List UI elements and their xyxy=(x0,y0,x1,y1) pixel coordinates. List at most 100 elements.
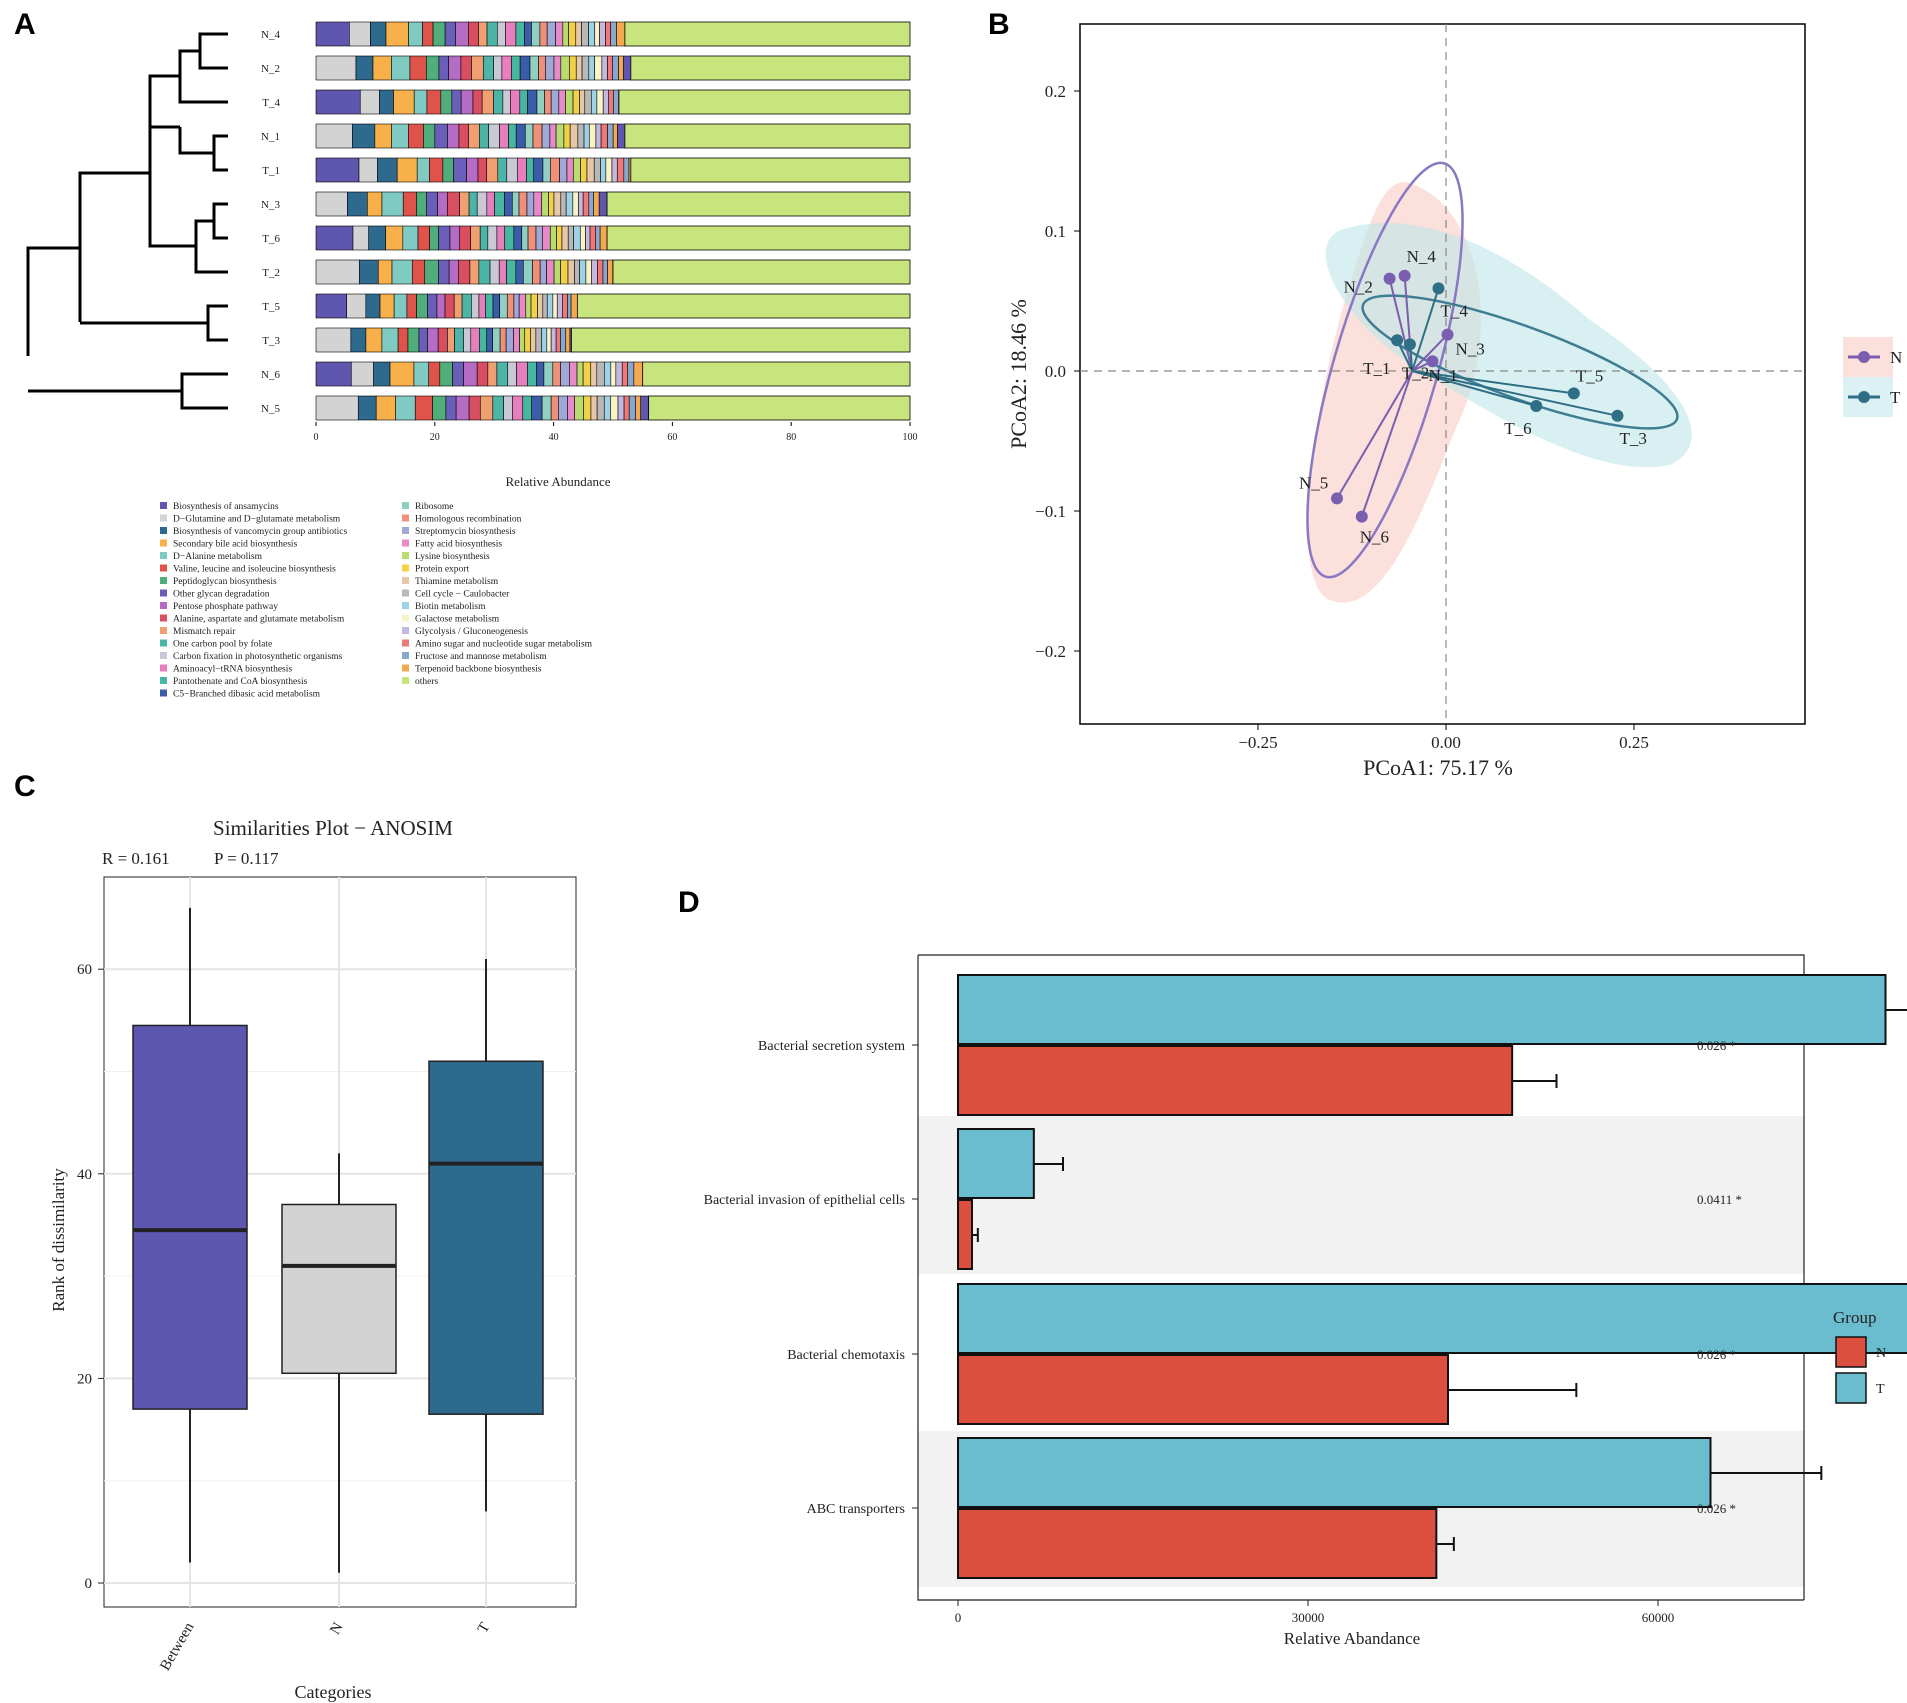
stacked-segment xyxy=(453,293,463,319)
stacked-segment xyxy=(513,327,520,353)
legend-swatch xyxy=(160,539,167,547)
point-label: T_1 xyxy=(1363,359,1390,378)
category-label: ABC transporters xyxy=(807,1502,905,1517)
legend-label: others xyxy=(415,677,439,687)
stacked-segment xyxy=(633,361,644,387)
stacked-segment xyxy=(436,293,446,319)
stacked-segment-others xyxy=(606,225,911,251)
stacked-segment xyxy=(585,225,591,251)
legend-label: N xyxy=(1876,1346,1886,1361)
stacked-segment xyxy=(567,225,574,251)
stacked-segment xyxy=(513,225,523,251)
stacked-segment xyxy=(413,89,428,115)
stacked-segment xyxy=(603,395,611,421)
stacked-segment xyxy=(568,21,577,47)
stacked-segment xyxy=(569,123,579,149)
stacked-segment xyxy=(487,361,498,387)
stacked-segment xyxy=(526,157,535,183)
stacked-segment xyxy=(596,361,605,387)
stacked-segment xyxy=(594,21,600,47)
stacked-segment xyxy=(594,55,603,81)
legend-label: Carbon fixation in photosynthetic organi… xyxy=(173,651,343,662)
legend-swatch xyxy=(402,589,409,597)
point xyxy=(1383,272,1396,285)
stacked-segment xyxy=(607,123,614,149)
legend-swatch xyxy=(1835,1336,1867,1368)
point xyxy=(1426,355,1439,368)
legend-label: Ribosome xyxy=(415,502,454,512)
stacked-segment xyxy=(558,89,566,115)
stacked-segment xyxy=(572,191,579,217)
stacked-segment xyxy=(530,327,537,353)
stacked-segment xyxy=(541,327,548,353)
bar-N xyxy=(957,1045,1514,1116)
panel-d-label: D xyxy=(678,886,700,919)
stacked-segment xyxy=(381,191,404,217)
legend-label: Streptomycin biosynthesis xyxy=(415,527,516,537)
stacked-segment xyxy=(458,259,471,285)
legend-label: C5−Branched dibasic acid metabolism xyxy=(173,690,321,700)
stacked-segment xyxy=(588,55,595,81)
stacked-segment xyxy=(608,89,614,115)
legend-swatch xyxy=(160,514,167,522)
stacked-segment xyxy=(437,327,448,353)
stacked-segment xyxy=(449,225,461,251)
stacked-segment xyxy=(567,259,575,285)
stacked-segment xyxy=(506,259,517,285)
p-value-label: 0.026 * xyxy=(1697,1038,1736,1053)
stacked-segment xyxy=(416,191,427,217)
stacked-segment xyxy=(550,395,559,421)
x-axis-title: Relative Abundance xyxy=(505,474,610,489)
x-tick-label: T xyxy=(475,1620,493,1636)
legend-label: Pentose phosphate pathway xyxy=(173,602,278,612)
legend-label: Biosynthesis of vancomycin group antibio… xyxy=(173,526,347,537)
stacked-segment xyxy=(603,361,612,387)
stacked-segment xyxy=(429,225,439,251)
legend: Biosynthesis of ansamycins D−Glutamine an… xyxy=(160,501,593,700)
stacked-segment xyxy=(422,21,434,47)
stacked-segment xyxy=(426,89,442,115)
stacked-segment xyxy=(444,293,455,319)
stacked-segment xyxy=(576,361,584,387)
legend-swatch xyxy=(160,589,167,597)
stacked-segment xyxy=(479,123,489,149)
legend-label: Protein export xyxy=(415,565,469,575)
point-label: T_3 xyxy=(1619,429,1646,448)
box xyxy=(281,1203,397,1375)
stacked-segment xyxy=(513,293,520,319)
stacked-segment xyxy=(524,123,534,149)
stacked-segment xyxy=(505,327,514,353)
legend-label: Biotin metabolism xyxy=(415,602,486,612)
legend-swatch xyxy=(160,577,167,584)
legend-label: Lysine biosynthesis xyxy=(415,552,490,562)
legend-swatch xyxy=(402,564,409,572)
stacked-segment xyxy=(438,225,451,251)
stacked-segment xyxy=(453,157,467,183)
r-statistic: R = 0.161 xyxy=(102,849,170,868)
stacked-segment xyxy=(493,55,503,81)
stacked-segment xyxy=(315,89,361,115)
stacked-segment xyxy=(447,327,455,353)
stacked-segment xyxy=(477,157,488,183)
point-label: N_6 xyxy=(1360,528,1389,547)
stacked-bars xyxy=(315,21,911,421)
stacked-segment xyxy=(535,327,543,353)
stacked-segment xyxy=(411,259,426,285)
stacked-segment xyxy=(511,55,521,81)
stacked-segment xyxy=(424,259,439,285)
stacked-segment xyxy=(472,89,483,115)
stacked-segment xyxy=(492,395,504,421)
stacked-segment xyxy=(437,191,448,217)
stacked-segment xyxy=(602,259,608,285)
stacked-segment-others xyxy=(618,89,911,115)
stacked-segment xyxy=(504,191,513,217)
confidence-fill-T xyxy=(1325,223,1692,468)
stacked-segment xyxy=(479,395,494,421)
legend-swatch xyxy=(160,552,167,559)
stacked-segment xyxy=(496,21,506,47)
stacked-segment xyxy=(519,55,531,81)
bar-N xyxy=(957,1199,973,1270)
centroid-spoke xyxy=(1411,370,1537,407)
stacked-segment xyxy=(623,157,630,183)
stacked-segment xyxy=(447,191,460,217)
